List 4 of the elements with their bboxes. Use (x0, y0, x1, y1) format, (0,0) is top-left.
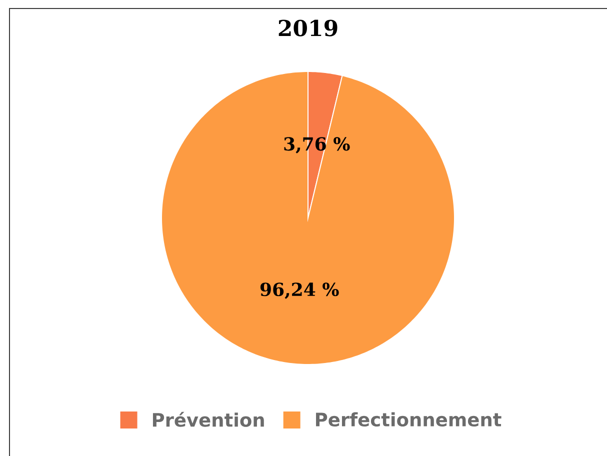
data-label: 96,24 % (260, 282, 339, 299)
legend-label: Perfectionnement (316, 412, 502, 427)
legend-label: Prévention (152, 412, 264, 427)
chart-title: 2019 (278, 20, 338, 36)
